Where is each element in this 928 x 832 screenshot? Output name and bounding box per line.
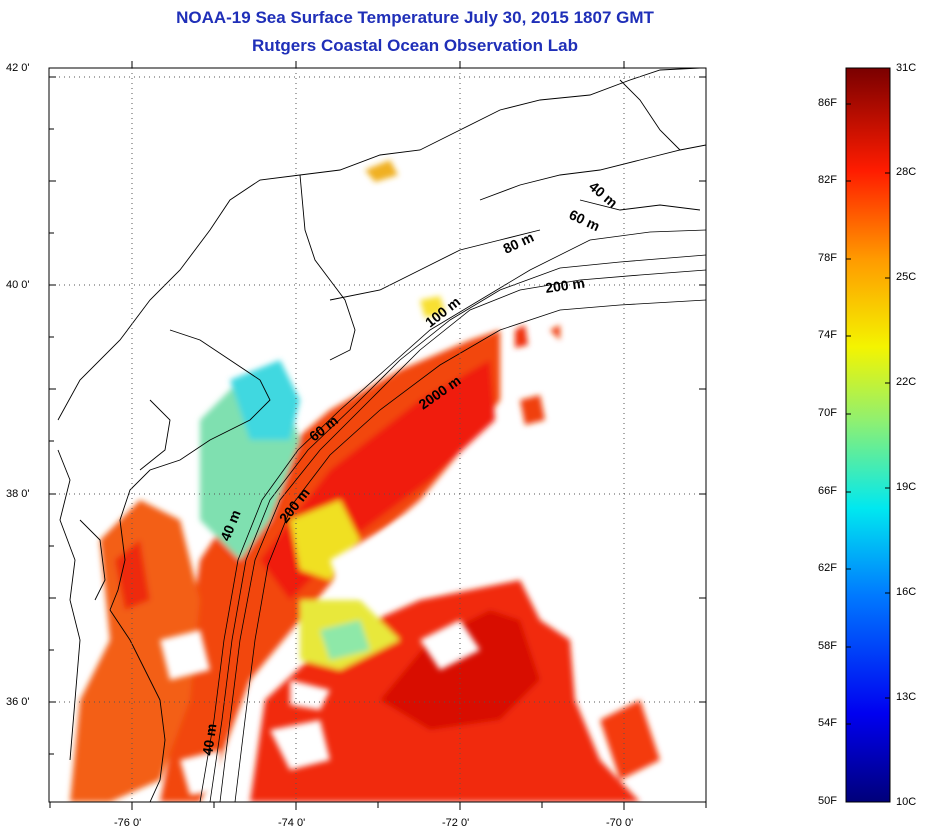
axis-ticks xyxy=(49,61,707,810)
latitude-label: 38 0' xyxy=(6,488,30,500)
colorbar-f-label: 86F xyxy=(818,97,837,109)
coastline-isobaths xyxy=(57,68,706,802)
isobath-label: 60 m xyxy=(567,206,603,234)
colorbar-f-label: 78F xyxy=(818,252,837,264)
colorbar-c-label: 13C xyxy=(896,691,917,703)
isobath-label: 80 m xyxy=(501,229,537,257)
colorbar-c-label: 28C xyxy=(896,166,917,178)
colorbar-c-label: 16C xyxy=(896,586,917,598)
colorbar-f-label: 74F xyxy=(818,329,837,341)
longitude-label: -74 0' xyxy=(278,817,306,829)
latitude-label: 40 0' xyxy=(6,279,30,291)
colorbar-f-label: 54F xyxy=(818,717,837,729)
colorbar-f-label: 62F xyxy=(818,562,837,574)
colorbar-f-label: 70F xyxy=(818,407,837,419)
colorbar-ticks xyxy=(846,103,890,725)
colorbar-c-label: 22C xyxy=(896,376,917,388)
longitude-label: -70 0' xyxy=(606,817,634,829)
longitude-label: -76 0' xyxy=(114,817,142,829)
colorbar-c-label: 25C xyxy=(896,271,917,283)
map-title: NOAA-19 Sea Surface Temperature July 30,… xyxy=(176,8,654,27)
map-subtitle: Rutgers Coastal Ocean Observation Lab xyxy=(252,36,578,55)
isobath-label: 200 m xyxy=(544,275,586,296)
isobath-label: 40 m xyxy=(199,723,219,757)
colorbar-c-label: 10C xyxy=(896,796,917,808)
colorbar xyxy=(845,67,891,803)
colorbar-c-label: 31C xyxy=(896,62,917,74)
colorbar-f-label: 66F xyxy=(818,485,837,497)
latitude-label: 42 0' xyxy=(6,62,30,74)
latitude-label: 36 0' xyxy=(6,696,30,708)
colorbar-c-label: 19C xyxy=(896,481,917,493)
colorbar-f-label: 58F xyxy=(818,640,837,652)
sst-data-layer xyxy=(70,160,660,802)
longitude-label: -72 0' xyxy=(442,817,470,829)
colorbar-f-label: 50F xyxy=(818,795,837,807)
colorbar-f-label: 82F xyxy=(818,174,837,186)
